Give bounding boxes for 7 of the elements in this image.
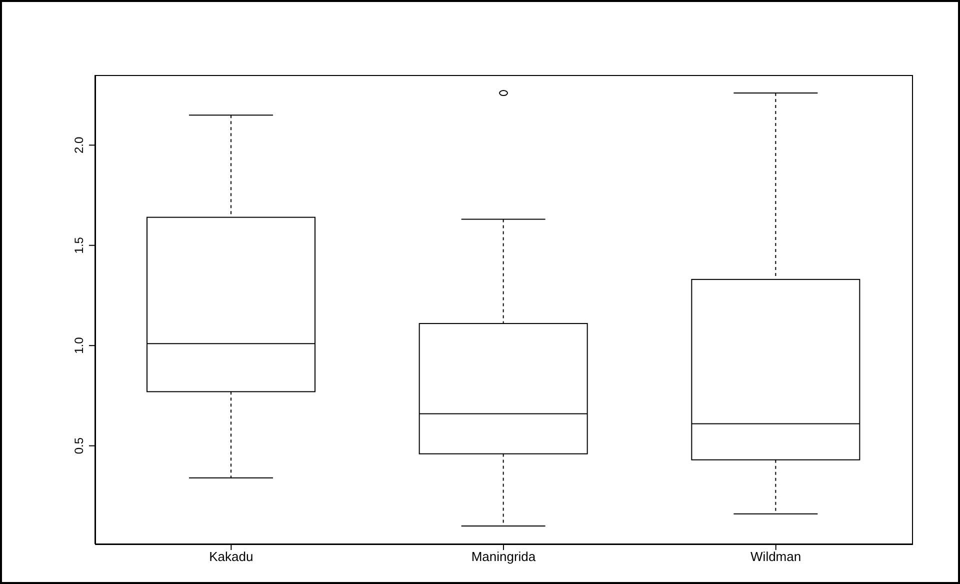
y-tick-label: 1.0 (72, 336, 86, 354)
y-tick-label: 2.0 (72, 136, 86, 154)
x-tick-label: Kakadu (209, 549, 254, 564)
x-tick-label: Maningrida (471, 549, 536, 564)
y-tick-label: 1.5 (72, 236, 86, 254)
y-tick-label: 0.5 (72, 437, 86, 454)
x-tick-label: Wildman (750, 549, 802, 564)
